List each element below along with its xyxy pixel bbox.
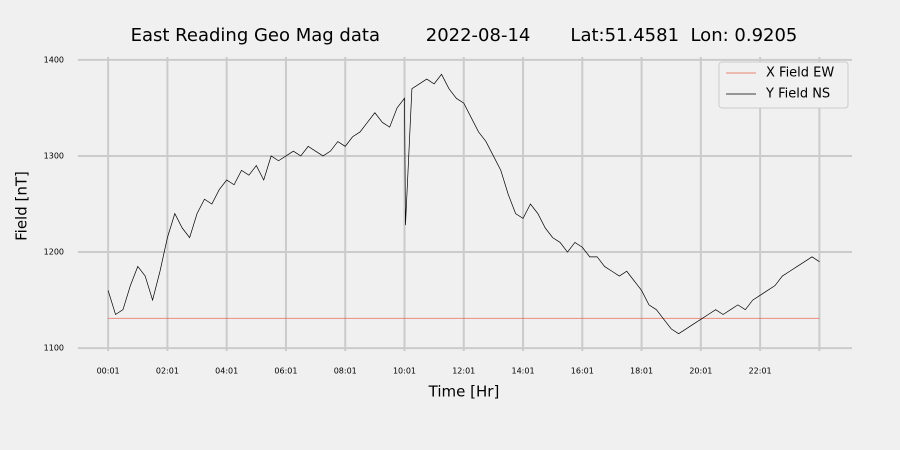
x-tick-label: 12:01 — [452, 367, 475, 376]
x-tick-label: 02:01 — [156, 367, 179, 376]
x-tick-label: 22:01 — [749, 367, 772, 376]
data-line — [107, 73, 820, 335]
legend-label: Y Field NS — [765, 87, 830, 102]
legend-label: X Field EW — [766, 66, 834, 81]
y-tick-label: 1100 — [44, 344, 64, 353]
x-tick-label: 20:01 — [689, 367, 712, 376]
y-axis-label: Field [nT] — [13, 171, 31, 241]
legend-box — [718, 61, 849, 109]
x-axis-label: Time [Hr] — [428, 383, 500, 401]
y-tick-label: 1300 — [44, 151, 64, 160]
x-tick-label: 14:01 — [512, 367, 535, 376]
chart-title: East Reading Geo Mag data 2022-08-14 Lat… — [131, 25, 798, 46]
x-tick-label: 04:01 — [215, 367, 238, 376]
x-tick-label: 00:01 — [97, 367, 120, 376]
x-tick-label: 18:01 — [630, 367, 653, 376]
x-tick-label: 08:01 — [334, 367, 357, 376]
x-tick-label: 16:01 — [571, 367, 594, 376]
x-tick-label: 06:01 — [274, 367, 297, 376]
y-tick-label: 1200 — [44, 248, 64, 257]
x-tick-label: 10:01 — [393, 367, 416, 376]
y-tick-label: 1400 — [44, 55, 64, 64]
